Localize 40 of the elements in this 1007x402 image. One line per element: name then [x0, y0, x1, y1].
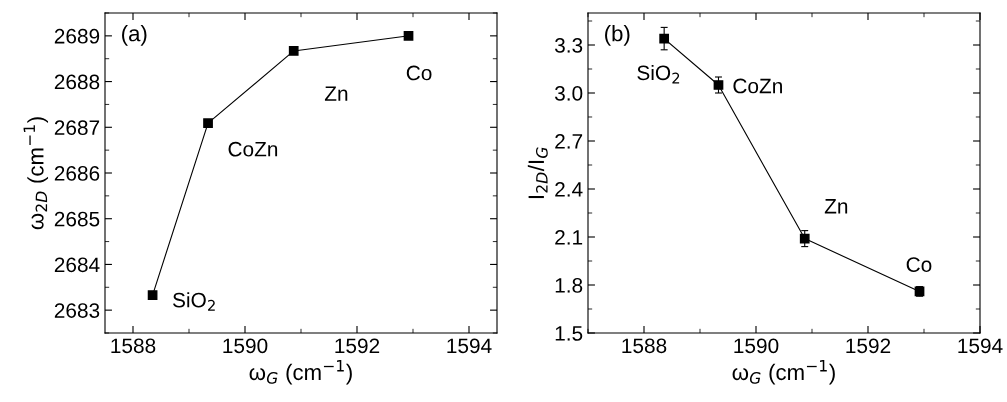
x-tick-label: 1590	[223, 338, 268, 354]
y-tick-label: 2.4	[555, 182, 583, 197]
x-tick-label: 1592	[335, 338, 380, 354]
annotation: (b)	[605, 25, 630, 46]
annotation: Zn	[824, 199, 848, 214]
annotation: (a)	[122, 25, 147, 46]
y-tick-label: 2685	[54, 211, 100, 227]
annotation: CoZn	[228, 141, 278, 157]
annotation: SiO$_{2}$	[172, 292, 215, 311]
x-tick-label: 1588	[622, 338, 667, 354]
y-tick-label: 2.7	[555, 134, 583, 149]
y-tick-label: 1.8	[555, 278, 583, 293]
x-axis-title: ω$_{G}$ (cm$^{−1}$)	[732, 360, 835, 385]
x-axis-title: ω$_{G}$ (cm$^{−1}$)	[249, 360, 352, 385]
annotation: SiO$_{2}$	[637, 64, 680, 84]
x-tick-label: 1594	[447, 338, 492, 354]
y-tick-label: 2686	[54, 166, 100, 181]
point	[403, 30, 414, 41]
y-axis-title: ω$_{2D}$ (cm$^{−1}$)	[23, 117, 49, 230]
point	[288, 46, 299, 56]
y-tick-label: 2689	[54, 28, 100, 44]
point	[203, 118, 213, 129]
annotation: CoZn	[733, 78, 782, 94]
y-tick-label: 2683	[54, 303, 100, 318]
annotation: Co	[406, 65, 432, 81]
y-tick-label: 2688	[54, 74, 100, 90]
point	[147, 290, 158, 300]
x-tick-label: 1588	[111, 338, 156, 354]
y-tick-label: 3.3	[554, 38, 583, 53]
y-tick-label: 3.0	[554, 86, 583, 101]
annotation: Zn	[324, 86, 348, 101]
x-tick-label: 1594	[958, 338, 1003, 354]
y-tick-label: 2.1	[555, 230, 583, 245]
y-tick-label: 2684	[54, 257, 100, 273]
y-tick-label: 2687	[54, 120, 100, 136]
y-tick-label: 1.5	[555, 326, 583, 341]
annotation: Co	[906, 257, 932, 272]
y-axis-title: I$_{2D}$/I$_{G}$	[527, 147, 548, 199]
x-tick-label: 1592	[846, 338, 891, 354]
x-tick-label: 1590	[734, 338, 779, 354]
